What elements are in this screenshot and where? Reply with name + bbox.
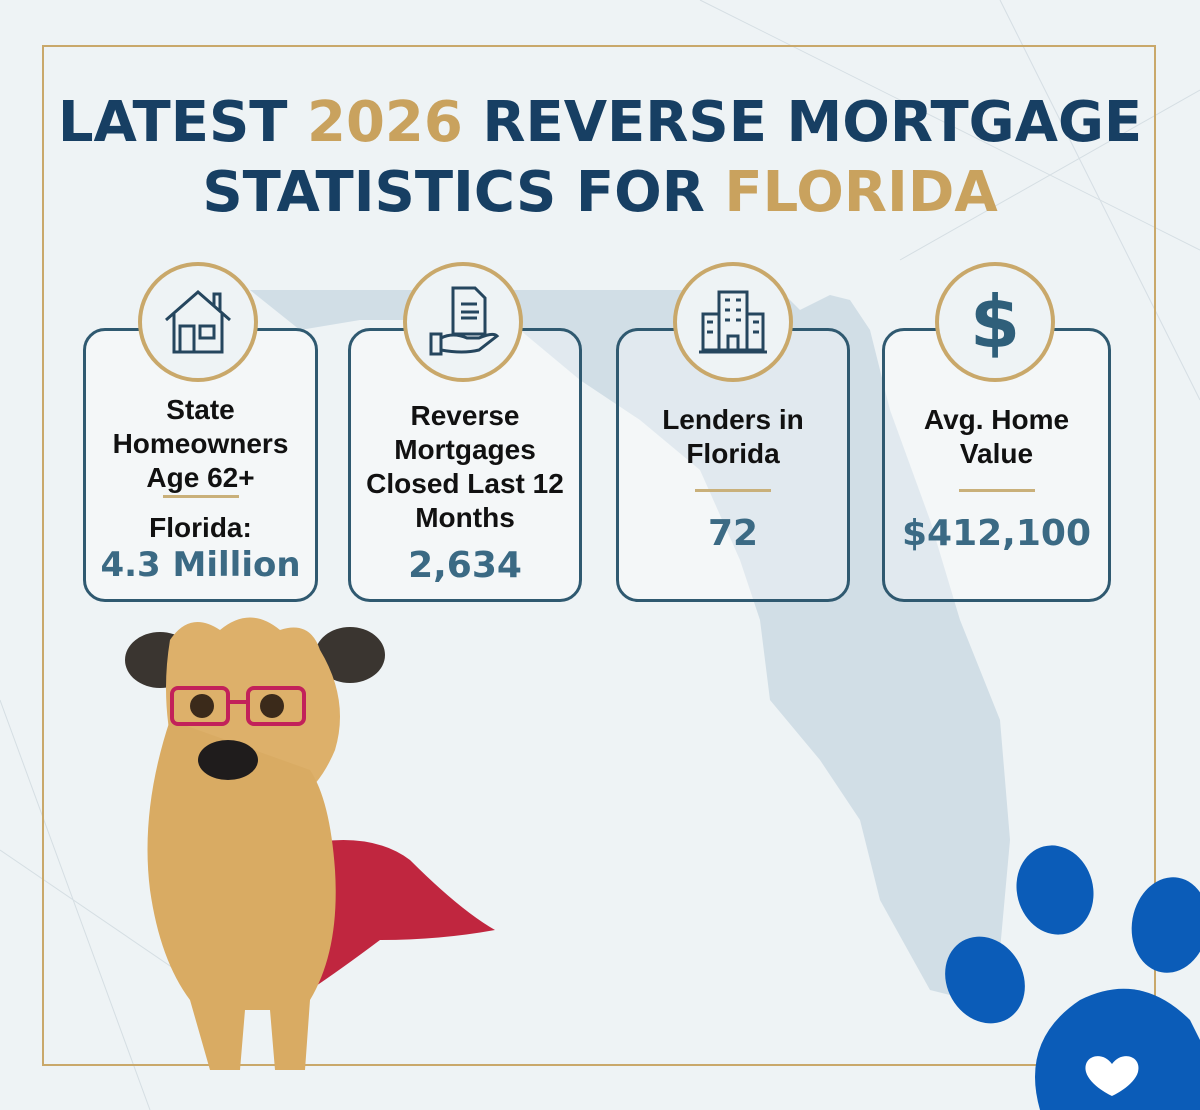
card-label: Reverse Mortgages Closed Last 12 Months xyxy=(366,400,564,533)
dollar-icon: $ xyxy=(935,262,1055,382)
card-sublabel: Florida: xyxy=(149,512,252,543)
divider xyxy=(162,495,239,498)
dog-mascot-image xyxy=(125,617,495,1070)
heart-icon xyxy=(1085,1056,1139,1096)
florida-map xyxy=(250,290,1010,1000)
gold-frame xyxy=(42,45,1156,1066)
card-value: $412,100 xyxy=(901,513,1092,554)
divider xyxy=(695,489,771,492)
divider xyxy=(958,489,1035,492)
card-label: Avg. Home Value xyxy=(923,404,1070,469)
card-value: 2,634 xyxy=(408,545,522,586)
house-icon xyxy=(138,262,258,382)
card-value: 72 xyxy=(707,513,759,554)
card-label: Lenders in Florida xyxy=(662,404,804,469)
page-title: LATEST 2026 REVERSE MORTGAGE STATISTICS … xyxy=(57,90,1143,225)
building-icon xyxy=(673,262,793,382)
card-value: 4.3 Million xyxy=(100,545,301,585)
document-hand-icon xyxy=(403,262,523,382)
paw-print-logo xyxy=(945,845,1200,1110)
card-label: State Homeowners Age 62+ xyxy=(112,394,289,493)
